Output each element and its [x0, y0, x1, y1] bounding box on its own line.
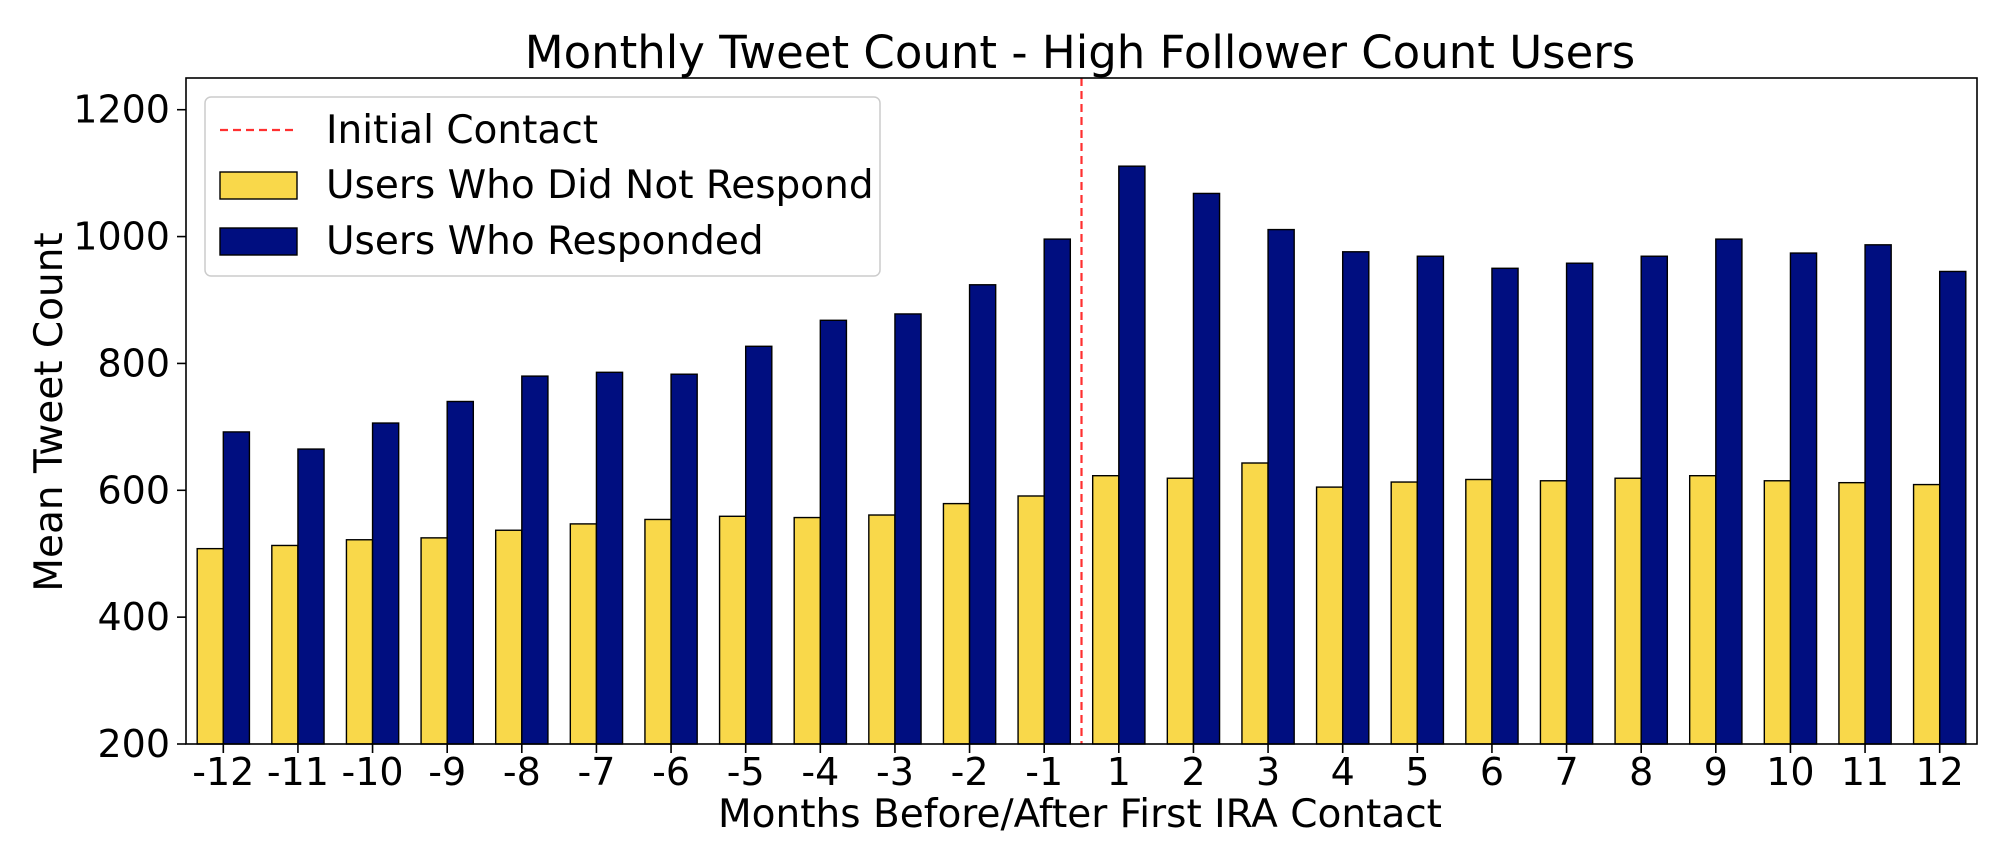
bar-responded: [521, 375, 549, 745]
x-tick-label: 9: [1704, 750, 1728, 794]
x-tick-label: -2: [951, 750, 989, 794]
x-tick-label: 11: [1841, 750, 1889, 794]
bar-not-responded: [1315, 486, 1344, 745]
x-tick-label: -6: [652, 750, 690, 794]
bar-not-responded: [718, 515, 747, 745]
bar-not-responded: [1539, 480, 1568, 745]
legend-label-not-responded: Users Who Did Not Respond: [326, 163, 874, 208]
x-tick-label: 2: [1181, 750, 1205, 794]
legend-label-initial-contact: Initial Contact: [326, 108, 598, 153]
bar-responded: [1938, 270, 1967, 745]
legend-swatch-responded: [219, 227, 298, 256]
x-tick-label: -12: [192, 750, 254, 794]
bar-not-responded: [1465, 478, 1493, 745]
bar-responded: [1043, 238, 1072, 745]
bar-responded: [595, 371, 624, 745]
chart-title: Monthly Tweet Count - High Follower Coun…: [525, 26, 1635, 79]
bar-responded: [1715, 238, 1743, 745]
bar-responded: [894, 313, 922, 745]
bar-responded: [744, 345, 773, 745]
bar-responded: [1192, 192, 1221, 745]
bar-not-responded: [345, 539, 374, 745]
bar-not-responded: [1838, 481, 1866, 745]
bar-responded: [1640, 255, 1669, 745]
x-tick-label: 12: [1916, 750, 1964, 794]
bar-not-responded: [420, 537, 448, 745]
y-tick-label: 200: [97, 722, 170, 766]
bar-not-responded: [1390, 481, 1419, 745]
x-tick-label: 7: [1554, 750, 1578, 794]
x-tick-label: -7: [577, 750, 615, 794]
plot-frame: [185, 77, 1978, 745]
y-tick-label: 600: [97, 468, 170, 512]
x-tick-label: 10: [1766, 750, 1814, 794]
x-tick-label: -8: [503, 750, 541, 794]
bar-responded: [297, 448, 325, 745]
bar-responded: [1416, 255, 1445, 745]
bar-responded: [1789, 252, 1818, 745]
bar-responded: [1565, 262, 1594, 745]
x-axis-label: Months Before/After First IRA Contact: [718, 792, 1442, 837]
bar-not-responded: [868, 514, 896, 745]
bar-not-responded: [942, 502, 971, 745]
bar-responded: [371, 422, 400, 745]
x-tick-label: 4: [1331, 750, 1355, 794]
bar-responded: [1267, 228, 1295, 745]
bar-responded: [670, 373, 698, 745]
bar-responded: [1491, 267, 1519, 745]
bar-responded: [446, 400, 475, 745]
bar-not-responded: [569, 523, 598, 745]
bar-not-responded: [1763, 480, 1792, 745]
x-tick-label: -3: [876, 750, 914, 794]
bar-not-responded: [196, 547, 225, 745]
bar-not-responded: [1614, 477, 1642, 745]
y-axis-label: Mean Tweet Count: [27, 232, 72, 591]
bar-not-responded: [1166, 477, 1195, 745]
x-tick-label: -5: [727, 750, 765, 794]
bar-not-responded: [1017, 495, 1045, 745]
legend-frame: [204, 96, 881, 277]
x-tick-label: 3: [1256, 750, 1280, 794]
x-tick-label: 6: [1480, 750, 1504, 794]
bar-responded: [968, 284, 997, 745]
x-tick-label: -9: [428, 750, 466, 794]
y-tick-label: 400: [97, 595, 170, 639]
bar-responded: [222, 431, 251, 745]
bar-not-responded: [271, 544, 299, 745]
bar-not-responded: [1091, 475, 1120, 745]
bar-not-responded: [644, 518, 672, 745]
legend-swatch-not-responded: [219, 171, 298, 200]
x-tick-label: -1: [1025, 750, 1063, 794]
x-tick-label: 5: [1405, 750, 1429, 794]
bar-responded: [1118, 165, 1146, 745]
legend-label-responded: Users Who Responded: [326, 219, 764, 264]
y-tick-label: 1200: [73, 88, 170, 132]
x-tick-label: -4: [801, 750, 839, 794]
x-tick-label: 8: [1629, 750, 1653, 794]
x-tick-label: -11: [267, 750, 329, 794]
bar-not-responded: [793, 516, 822, 745]
bar-responded: [1341, 251, 1370, 745]
bar-not-responded: [1241, 462, 1269, 745]
legend: Initial Contact Users Who Did Not Respond…: [204, 96, 881, 277]
y-tick-label: 1000: [73, 215, 170, 259]
y-tick-label: 800: [97, 341, 170, 385]
bar-responded: [1864, 244, 1892, 745]
bar-responded: [819, 319, 848, 745]
bar-not-responded: [1688, 475, 1717, 745]
bar-not-responded: [1912, 483, 1941, 745]
x-tick-label: -10: [342, 750, 404, 794]
x-tick-label: 1: [1107, 750, 1131, 794]
bar-not-responded: [494, 529, 523, 745]
